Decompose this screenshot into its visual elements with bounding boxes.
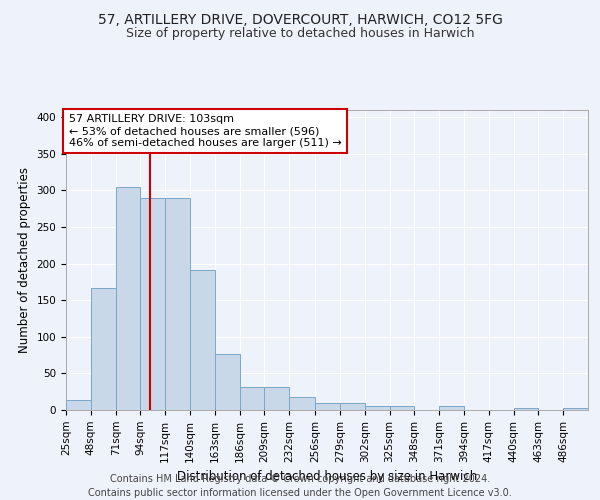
Bar bbox=[165, 198, 190, 410]
Bar bbox=[389, 406, 415, 410]
Bar bbox=[116, 187, 140, 410]
Bar bbox=[439, 406, 464, 410]
Bar bbox=[66, 400, 91, 410]
Bar bbox=[140, 198, 165, 410]
Bar bbox=[190, 270, 215, 410]
Bar bbox=[563, 408, 588, 410]
Text: Size of property relative to detached houses in Harwich: Size of property relative to detached ho… bbox=[126, 28, 474, 40]
Text: 57, ARTILLERY DRIVE, DOVERCOURT, HARWICH, CO12 5FG: 57, ARTILLERY DRIVE, DOVERCOURT, HARWICH… bbox=[98, 12, 502, 26]
Bar bbox=[289, 397, 315, 410]
Bar bbox=[215, 354, 239, 410]
Bar bbox=[514, 408, 538, 410]
X-axis label: Distribution of detached houses by size in Harwich: Distribution of detached houses by size … bbox=[177, 470, 477, 483]
Text: 57 ARTILLERY DRIVE: 103sqm
← 53% of detached houses are smaller (596)
46% of sem: 57 ARTILLERY DRIVE: 103sqm ← 53% of deta… bbox=[68, 114, 341, 148]
Bar bbox=[340, 404, 365, 410]
Bar bbox=[315, 404, 340, 410]
Bar bbox=[265, 386, 289, 410]
Y-axis label: Number of detached properties: Number of detached properties bbox=[18, 167, 31, 353]
Bar bbox=[239, 386, 265, 410]
Bar bbox=[91, 288, 116, 410]
Text: Contains HM Land Registry data © Crown copyright and database right 2024.
Contai: Contains HM Land Registry data © Crown c… bbox=[88, 474, 512, 498]
Bar bbox=[365, 406, 389, 410]
